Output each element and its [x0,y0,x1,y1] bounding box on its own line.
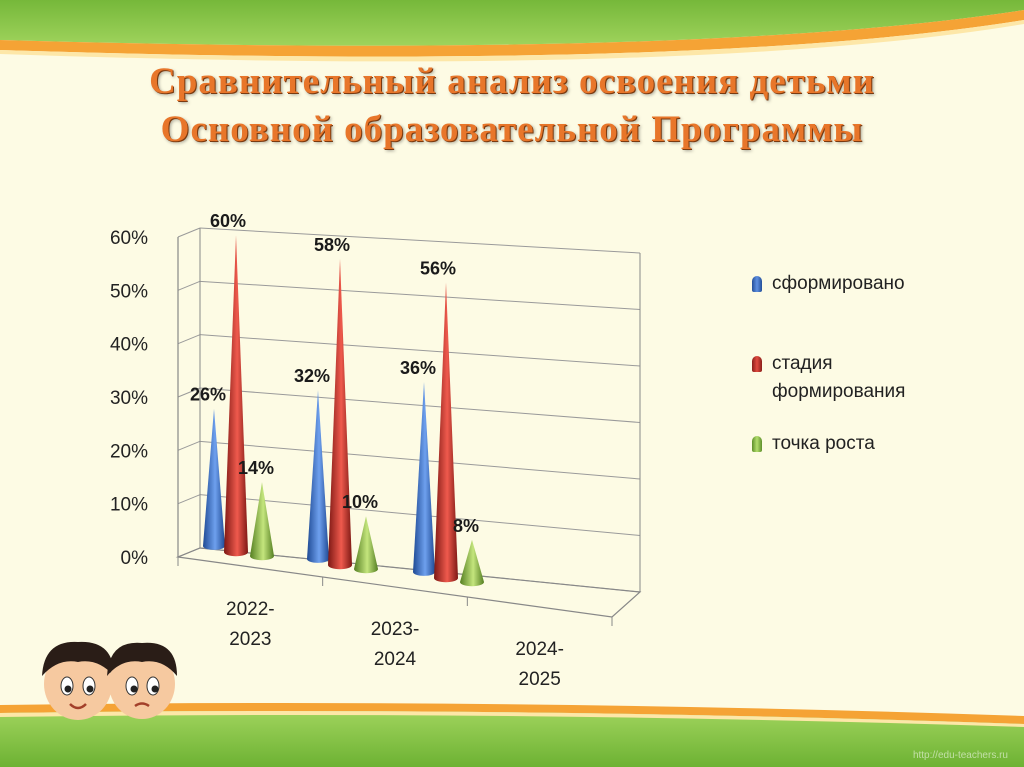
cone-mark [434,282,458,583]
legend-label: сформировано [772,273,905,294]
data-label: 32% [294,366,330,386]
data-label: 8% [453,516,479,536]
legend-item-stadiya: стадия формирования [752,350,972,406]
cone-mark [224,235,248,557]
cone-mark [460,539,484,587]
cone-2-0 [250,482,274,561]
cone-0-1 [307,390,329,563]
cone-1-1 [328,258,352,570]
legend-item-sformirovano: сформировано [752,270,905,298]
x-tick-label: 2024 [374,649,417,670]
y-tick-label: 0% [121,548,149,569]
bottom-green-band [0,711,1024,767]
legend-swatch-red [752,356,762,372]
data-label: 14% [238,458,274,478]
top-orange-stripe [0,10,1024,57]
data-label: 10% [342,492,378,512]
bottom-orange-stripe [0,703,1024,724]
cone-0-2 [413,381,435,576]
data-label: 36% [400,358,436,378]
y-tick-label: 60% [110,228,148,249]
y-tick-label: 30% [110,388,148,409]
cartoon-boy-2 [107,642,177,719]
cone-2-2 [460,539,484,587]
cone-1-0 [224,235,248,557]
watermark: http://edu-teachers.ru [912,750,1008,761]
data-label: 56% [420,258,456,278]
y-tick-label: 40% [110,335,148,356]
cone-mark [354,516,378,574]
cone-0-0 [203,408,225,550]
cartoon-boy-1 [42,641,114,720]
legend-swatch-green [752,436,762,452]
y-tick-label: 50% [110,281,148,302]
title-line-1: Сравнительный анализ освоения детьми [149,61,875,102]
cone-mark [307,390,329,563]
x-tick-label: 2024- [515,639,564,660]
gridline [199,280,641,310]
x-tick-label: 2023- [371,619,420,640]
data-label: 60% [210,211,246,231]
side-gridline [177,280,201,291]
gridline [199,227,641,254]
x-tick-label: 2022- [226,599,275,620]
side-gridline [177,387,201,398]
top-green-band [0,0,1024,46]
legend-label: точка роста [772,433,875,454]
x-tick-label: 2023 [229,629,271,650]
legend-swatch-blue [752,276,762,292]
gridline [199,387,641,423]
title-line-2: Основной образовательной Программы [160,109,864,150]
y-tick-label: 20% [110,441,148,462]
cone-mark [203,408,225,550]
cone-mark [413,381,435,576]
x-tick-label: 2025 [519,669,561,690]
legend-item-tochka: точка роста [752,430,875,458]
cone-2-1 [354,516,378,574]
side-gridline [177,227,201,238]
legend-label-line-2: формирования [772,381,906,402]
slide-title: Сравнительный анализ освоения детьми Осн… [0,58,1024,154]
y-tick-label: 10% [110,495,148,516]
side-gridline [177,440,201,451]
data-label: 58% [314,235,350,255]
data-label: 26% [190,385,226,405]
cone-mark [250,482,274,561]
side-gridline [177,494,201,505]
cone-mark [328,258,352,570]
side-gridline [177,334,201,345]
gridline [199,334,641,367]
cone-1-2 [434,282,458,583]
legend-label-line-1: стадия [772,353,833,374]
